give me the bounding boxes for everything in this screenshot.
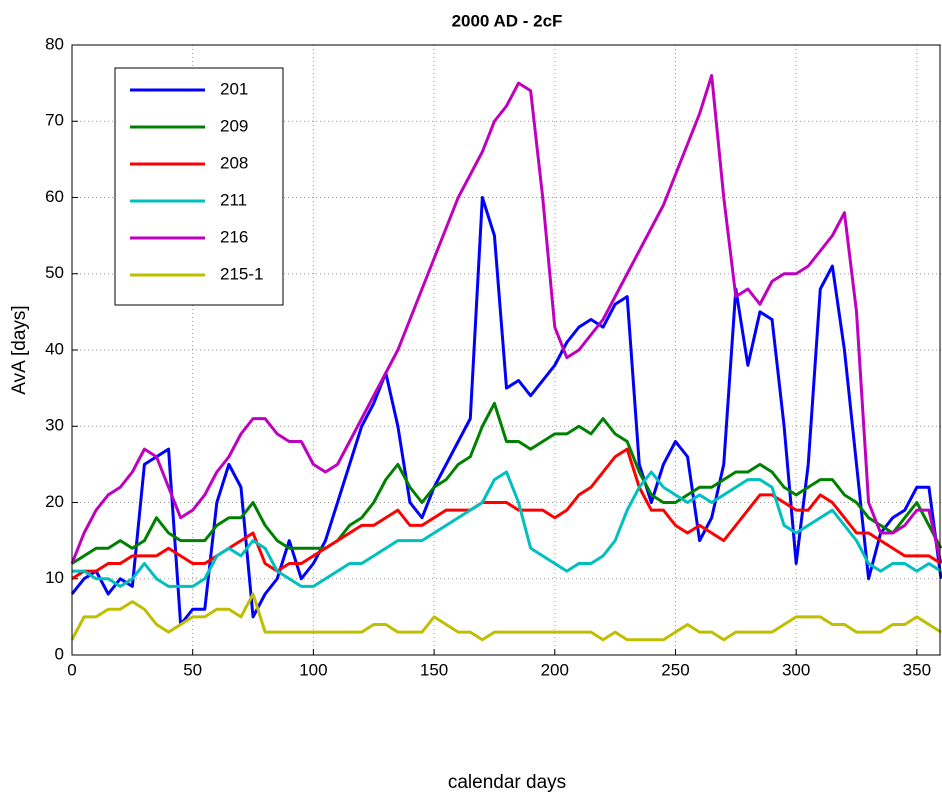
y-tick-label: 50 — [45, 263, 64, 282]
x-axis-label: calendar days — [448, 772, 566, 793]
plot-frame — [71, 44, 941, 656]
data-line — [71, 401, 942, 565]
data-line — [72, 470, 942, 588]
data-line — [70, 196, 942, 626]
legend-label: 216 — [220, 227, 248, 246]
data-line — [71, 447, 942, 581]
y-tick-label: 0 — [55, 644, 64, 663]
x-tick-label: 0 — [67, 660, 76, 679]
legend-label: 209 — [220, 116, 248, 135]
x-tick-label: 250 — [661, 660, 689, 679]
x-tick-label: 150 — [420, 660, 448, 679]
chart-title: 2000 AD - 2cF — [452, 11, 563, 30]
y-tick-label: 10 — [45, 568, 64, 587]
y-tick-label: 30 — [45, 416, 64, 435]
x-tick-label: 50 — [183, 660, 202, 679]
data-line — [70, 74, 942, 565]
x-tick-label: 100 — [299, 660, 327, 679]
y-tick-label: 60 — [45, 187, 64, 206]
legend: 201 209 208 211 216 215-1 — [114, 67, 284, 306]
legend-label: 211 — [220, 190, 247, 209]
legend-box — [114, 67, 284, 306]
y-tick-label: 40 — [45, 339, 64, 358]
data-line — [70, 592, 942, 642]
y-axis-label: AvA [days] — [9, 305, 30, 394]
x-tick-label: 200 — [541, 660, 569, 679]
y-tick-label: 80 — [45, 34, 64, 53]
legend-label: 201 — [220, 79, 248, 98]
y-tick-label: 20 — [45, 492, 64, 511]
legend-label: 208 — [220, 153, 248, 172]
legend-label: 215-1 — [220, 264, 263, 283]
x-tick-label: 350 — [903, 660, 931, 679]
y-tick-label: 70 — [45, 111, 64, 130]
x-tick-label: 300 — [782, 660, 810, 679]
